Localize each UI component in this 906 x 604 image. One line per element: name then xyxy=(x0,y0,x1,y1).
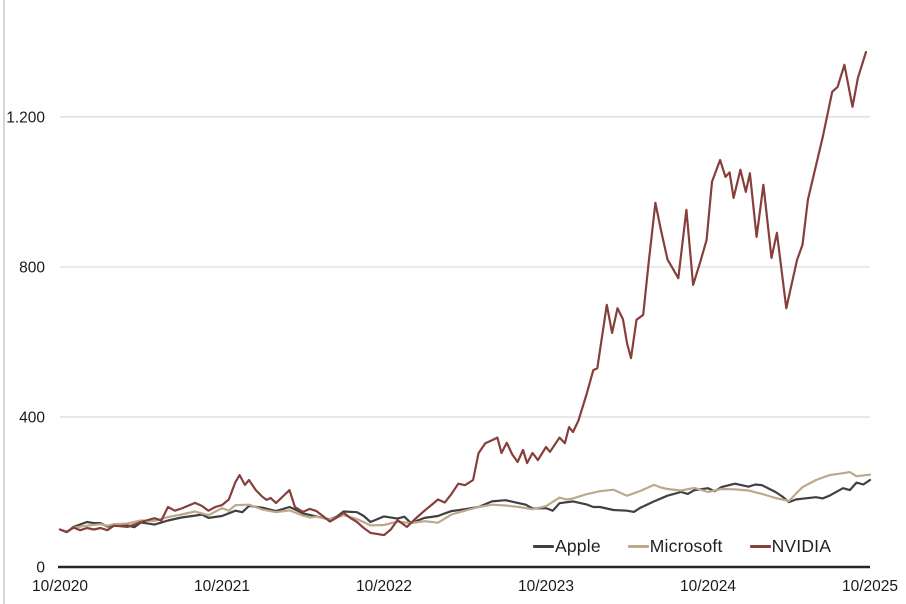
nvidia-line-swatch xyxy=(749,545,771,548)
legend-item-apple: Apple xyxy=(533,536,601,557)
legend-label-nvidia: NVIDIA xyxy=(771,536,832,556)
x-tick-label: 10/2022 xyxy=(356,578,412,595)
y-tick-label: 1.200 xyxy=(6,109,45,126)
legend-label-apple: Apple xyxy=(555,536,601,556)
x-tick-label: 10/2023 xyxy=(518,578,574,595)
apple-series-line xyxy=(58,478,872,534)
left-border-line xyxy=(3,0,5,604)
legend: Apple Microsoft NVIDIA xyxy=(533,536,831,557)
microsoft-series-line xyxy=(58,471,872,533)
y-tick-label: 0 xyxy=(36,560,45,577)
x-tick-label: 10/2025 xyxy=(842,578,898,595)
nvidia-series-line xyxy=(58,50,868,537)
x-tick-label: 10/2021 xyxy=(194,578,250,595)
x-tick-label: 10/2020 xyxy=(32,578,88,595)
y-tick-label: 400 xyxy=(19,409,45,426)
x-tick-label: 10/2024 xyxy=(680,578,736,595)
microsoft-line-swatch xyxy=(627,545,649,548)
legend-item-microsoft: Microsoft xyxy=(627,536,723,557)
legend-label-microsoft: Microsoft xyxy=(649,536,723,556)
y-tick-label: 800 xyxy=(19,259,45,276)
apple-line-swatch xyxy=(533,545,554,548)
legend-item-nvidia: NVIDIA xyxy=(749,536,832,557)
